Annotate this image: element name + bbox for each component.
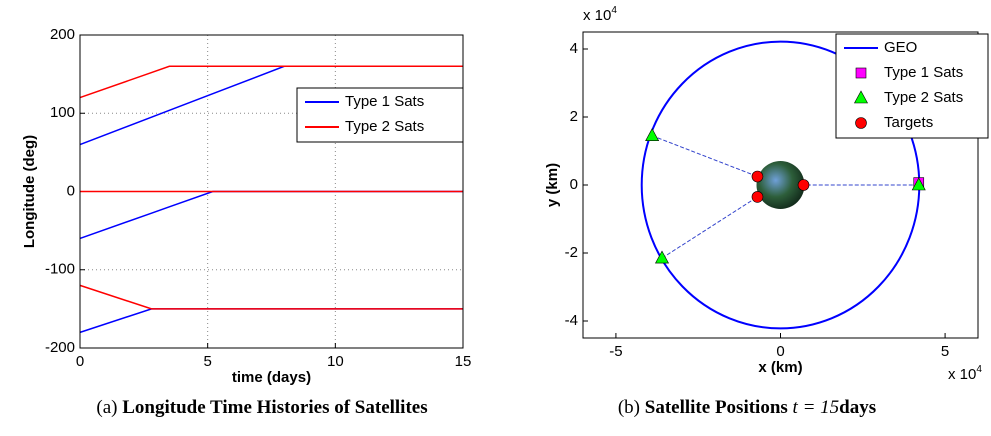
assignment-line [651, 135, 758, 177]
x-tick-label: 10 [327, 353, 344, 370]
legend-label: Type 2 Sats [884, 89, 963, 106]
axes-box [79, 34, 464, 349]
circle-marker [797, 179, 810, 191]
circle-marker [751, 170, 764, 183]
triangle-marker [654, 250, 670, 264]
triangle-marker [645, 128, 660, 141]
y-tick-label: 2 [570, 108, 578, 125]
circle-marker [855, 117, 867, 129]
y-tick-label: 4 [570, 40, 578, 57]
multiplier-exp: 4 [611, 5, 617, 16]
assignment-line [661, 196, 758, 259]
x-tick-label: 15 [455, 353, 472, 370]
y-tick-label: -100 [45, 261, 75, 278]
series-line [79, 65, 463, 99]
legend-label: GEO [884, 39, 917, 56]
square-marker [855, 67, 867, 79]
y-tick-label: -200 [45, 339, 75, 356]
x-axis-label: time (days) [232, 369, 311, 386]
x-tick-label: -5 [609, 343, 622, 360]
x-tick-label: 0 [776, 343, 784, 360]
x-multiplier: x 104 [948, 364, 982, 383]
legend-box [296, 87, 464, 143]
caption-b: (b) Satellite Positions t = 15days [618, 397, 876, 418]
multiplier-base: x 10 [583, 7, 611, 24]
triangle-marker [911, 177, 926, 191]
caption-label: (b) [618, 397, 640, 418]
x-axis-label: x (km) [758, 359, 802, 376]
y-tick-label: 200 [50, 26, 75, 43]
y-tick-label: -2 [565, 244, 578, 261]
legend-label: Type 1 Sats [345, 93, 424, 110]
caption-unit: days [839, 397, 876, 418]
multiplier-base: x 10 [948, 366, 976, 383]
y-tick-label: -4 [565, 312, 578, 329]
x-tick-label: 5 [203, 353, 211, 370]
caption-label: (a) [96, 397, 117, 418]
caption-math: t = 15 [793, 397, 840, 418]
caption-text: Longitude Time Histories of Satellites [122, 397, 427, 418]
multiplier-exp: 4 [976, 364, 982, 375]
circle-marker [751, 191, 764, 203]
legend-label: Type 1 Sats [884, 64, 963, 81]
triangle-marker [853, 90, 869, 104]
y-tick-label: 0 [570, 176, 578, 193]
legend-label: Type 2 Sats [345, 118, 424, 135]
caption-text: Satellite Positions [645, 397, 788, 418]
y-tick-label: 100 [50, 104, 75, 121]
y-axis-label: y (km) [544, 163, 561, 207]
axes-box [582, 31, 979, 339]
x-tick-label: 5 [941, 343, 949, 360]
legend-label: Targets [884, 114, 933, 131]
earth [756, 161, 805, 209]
series-line [79, 284, 463, 310]
y-axis-label: Longitude (deg) [21, 135, 38, 248]
x-tick-label: 0 [76, 353, 84, 370]
y-multiplier: x 104 [583, 5, 617, 24]
caption-a: (a) Longitude Time Histories of Satellit… [96, 397, 427, 418]
y-tick-label: 0 [67, 182, 75, 199]
